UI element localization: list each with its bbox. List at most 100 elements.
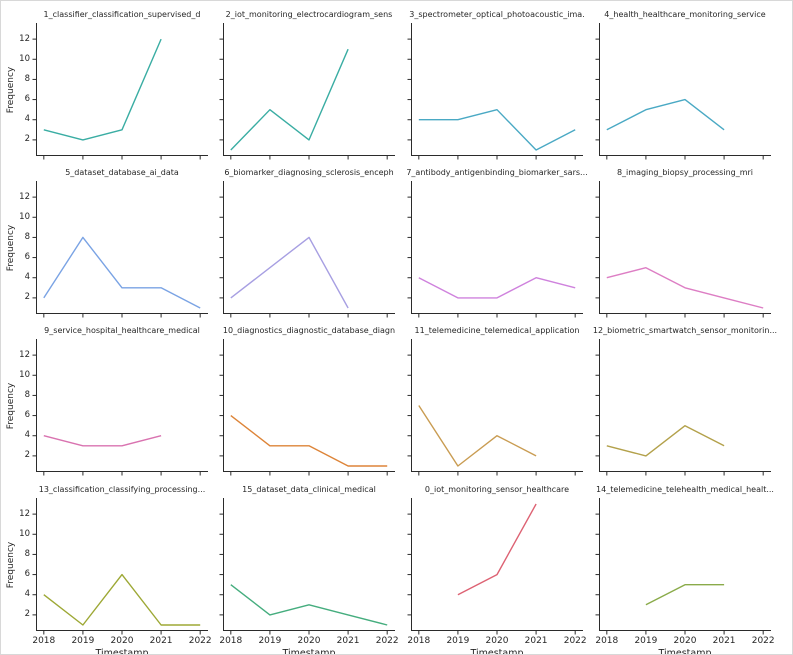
subplot-axes xyxy=(595,181,771,318)
subplot-title: 11_telemedicine_telemedical_application xyxy=(414,326,580,335)
y-tick-label: 4 xyxy=(24,272,30,283)
subplot-axes xyxy=(32,23,208,160)
line-series xyxy=(43,38,162,141)
x-tick-label: 2022 xyxy=(751,636,775,646)
subplot-axes xyxy=(32,181,208,318)
y-axis-label: Frequency xyxy=(6,541,16,588)
x-tick-label: 2019 xyxy=(634,636,658,646)
y-tick-label: 4 xyxy=(24,114,30,125)
x-axis-label: Timestamp xyxy=(282,648,336,655)
line-series xyxy=(418,405,537,467)
y-tick-label: 4 xyxy=(24,430,30,441)
subplot-title: 7_antibody_antigenbinding_biomarker_sars… xyxy=(406,168,588,177)
subplot-title: 2_iot_monitoring_electrocardiogram_sens xyxy=(225,10,393,19)
subplot-title: 4_health_healthcare_monitoring_service xyxy=(604,10,766,19)
subplot-title: 1_classifier_classification_supervised_d xyxy=(43,10,201,19)
x-tick-label: 2021 xyxy=(524,636,548,646)
y-tick-label: 12 xyxy=(19,508,30,519)
line-series xyxy=(230,236,349,309)
line-series xyxy=(43,435,162,447)
subplot-axes xyxy=(219,23,395,160)
subplot-axes xyxy=(407,498,583,635)
subplot-title: 15_dataset_data_clinical_medical xyxy=(242,485,376,494)
y-tick-label: 10 xyxy=(19,369,30,380)
y-tick-label: 12 xyxy=(19,33,30,44)
subplot-axes xyxy=(219,181,395,318)
subplot-title: 0_iot_monitoring_sensor_healthcare xyxy=(424,485,570,494)
x-tick-label: 2020 xyxy=(673,636,697,646)
subplot-title: 10_diagnostics_diagnostic_database_diagn xyxy=(222,326,396,335)
subplot-title: 13_classification_classifying_processing… xyxy=(38,485,206,494)
line-series xyxy=(230,48,349,151)
subplot-title: 3_spectrometer_optical_photoacoustic_ima… xyxy=(409,10,585,19)
subplot-axes xyxy=(219,498,395,635)
line-series xyxy=(43,573,201,626)
x-tick-label: 2020 xyxy=(485,636,509,646)
x-axis-label: Timestamp xyxy=(470,648,524,655)
line-series xyxy=(43,236,201,309)
subplot-axes xyxy=(407,181,583,318)
y-tick-label: 10 xyxy=(19,211,30,222)
x-tick-label: 2018 xyxy=(219,636,243,646)
subplot-axes xyxy=(219,339,395,476)
y-tick-label: 4 xyxy=(24,589,30,600)
subplot-axes xyxy=(32,339,208,476)
x-tick-label: 2021 xyxy=(149,636,173,646)
line-series xyxy=(230,584,388,626)
subplot-title: 5_dataset_database_ai_data xyxy=(65,168,179,177)
y-tick-label: 2 xyxy=(24,292,30,303)
line-series xyxy=(645,583,725,606)
x-tick-label: 2020 xyxy=(110,636,134,646)
y-tick-label: 2 xyxy=(24,609,30,620)
y-tick-label: 2 xyxy=(24,450,30,461)
x-tick-label: 2020 xyxy=(297,636,321,646)
x-axis-label: Timestamp xyxy=(95,648,149,655)
y-tick-label: 10 xyxy=(19,528,30,539)
x-tick-label: 2018 xyxy=(32,636,56,646)
x-tick-label: 2022 xyxy=(375,636,399,646)
subplot-title: 14_telemedicine_telehealth_medical_healt… xyxy=(596,485,774,494)
line-series xyxy=(457,503,537,596)
y-tick-label: 12 xyxy=(19,191,30,202)
line-series xyxy=(606,266,764,309)
x-tick-label: 2021 xyxy=(712,636,736,646)
x-tick-label: 2021 xyxy=(336,636,360,646)
y-tick-label: 8 xyxy=(24,389,30,400)
y-tick-label: 6 xyxy=(24,252,30,263)
subplot-axes xyxy=(595,498,771,635)
subplot-axes xyxy=(595,339,771,476)
x-tick-label: 2019 xyxy=(258,636,282,646)
y-tick-label: 8 xyxy=(24,231,30,242)
y-tick-label: 8 xyxy=(24,548,30,559)
subplot-axes xyxy=(407,339,583,476)
y-tick-label: 10 xyxy=(19,53,30,64)
y-tick-label: 6 xyxy=(24,94,30,105)
line-series xyxy=(606,424,725,457)
subplot-axes xyxy=(32,498,208,635)
subplot-axes xyxy=(595,23,771,160)
subplot-title: 12_biometric_smartwatch_sensor_monitorin… xyxy=(592,326,778,335)
line-series xyxy=(418,108,576,151)
y-axis-label: Frequency xyxy=(6,224,16,271)
x-tick-label: 2022 xyxy=(188,636,212,646)
y-axis-label: Frequency xyxy=(6,382,16,429)
line-series xyxy=(418,276,576,299)
subplot-axes xyxy=(407,23,583,160)
y-tick-label: 6 xyxy=(24,569,30,580)
y-tick-label: 2 xyxy=(24,134,30,145)
x-axis-label: Timestamp xyxy=(658,648,712,655)
y-tick-label: 6 xyxy=(24,410,30,421)
y-tick-label: 12 xyxy=(19,349,30,360)
x-tick-label: 2019 xyxy=(446,636,470,646)
x-tick-label: 2018 xyxy=(595,636,619,646)
subplot-title: 8_imaging_biopsy_processing_mri xyxy=(616,168,754,177)
line-series xyxy=(230,415,388,467)
y-axis-label: Frequency xyxy=(6,66,16,113)
x-tick-label: 2018 xyxy=(407,636,431,646)
y-tick-label: 8 xyxy=(24,73,30,84)
x-tick-label: 2022 xyxy=(563,636,587,646)
line-series xyxy=(606,98,725,131)
subplot-title: 9_service_hospital_healthcare_medical xyxy=(44,326,200,335)
x-tick-label: 2019 xyxy=(71,636,95,646)
